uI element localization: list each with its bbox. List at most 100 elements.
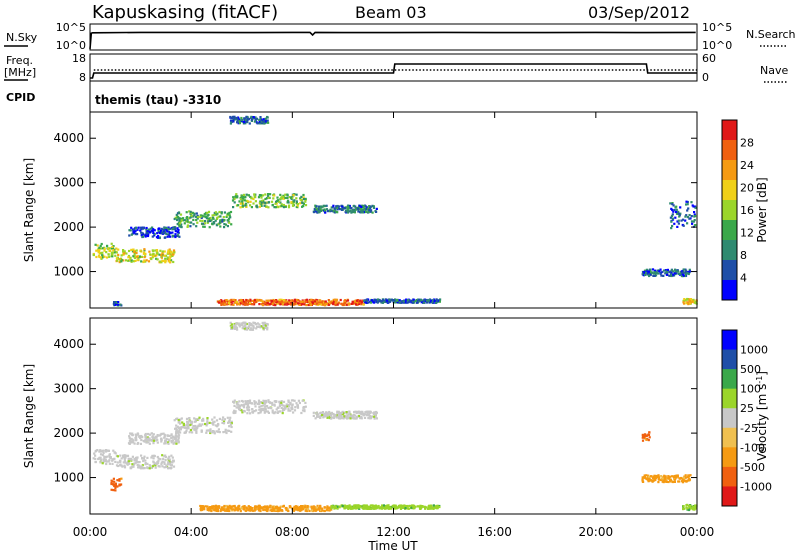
scatter-cell [285, 508, 288, 511]
scatter-cell [95, 255, 98, 259]
scatter-cell [684, 215, 687, 218]
colorbar-segment [722, 427, 737, 448]
scatter-cell [676, 270, 680, 273]
scatter-cell [286, 302, 289, 305]
scatter-cell [310, 506, 313, 509]
scatter-cell [240, 507, 243, 510]
scatter-cell [222, 416, 225, 419]
scatter-cell [325, 411, 328, 414]
scatter-cell [363, 300, 366, 303]
scatter-cell [226, 509, 229, 512]
scatter-cell [212, 423, 215, 426]
scatter-cell [169, 255, 172, 258]
scatter-cell [340, 416, 343, 420]
scatter-cell [242, 321, 245, 324]
scatter-cell [438, 300, 441, 303]
scatter-cell [155, 250, 159, 253]
scatter-cell [672, 270, 675, 273]
scatter-cell [324, 300, 327, 303]
velocity-colorbar-label-sup: -1 [755, 376, 764, 384]
scatter-cell [247, 406, 251, 409]
scatter-cell [689, 474, 692, 477]
scatter-cell [671, 224, 674, 228]
scatter-cell [194, 215, 198, 218]
x-tick-label: 04:00 [174, 525, 209, 539]
scatter-cell [388, 506, 391, 509]
scatter-cell [422, 301, 425, 304]
scatter-cell [294, 406, 297, 409]
scatter-cell [282, 196, 285, 199]
scatter-cell [108, 462, 111, 465]
scatter-cell [241, 200, 244, 203]
velocity-colorbar-label: Velocity [m s-1] [755, 371, 769, 461]
scatter-cell [653, 269, 657, 272]
scatter-cell [675, 205, 678, 208]
scatter-cell [189, 429, 193, 432]
scatter-cell [172, 435, 175, 438]
scatter-cell [247, 299, 250, 302]
scatter-cell [114, 303, 117, 306]
scatter-cell [320, 301, 323, 304]
scatter-cell [374, 413, 377, 416]
noise-right-tick-top: 10^5 [702, 21, 732, 34]
scatter-cell [176, 223, 179, 226]
scatter-cell [326, 413, 329, 416]
scatter-cell [242, 409, 245, 413]
scatter-cell [354, 414, 357, 417]
scatter-cell [245, 400, 248, 404]
scatter-cell [291, 399, 295, 402]
scatter-cell [690, 201, 693, 204]
scatter-cell [682, 478, 685, 481]
scatter-cell [138, 435, 141, 438]
scatter-cell [265, 405, 268, 408]
scatter-cell [169, 251, 172, 254]
y-tick-label: 1000 [53, 265, 84, 279]
scatter-cell [687, 479, 690, 482]
scatter-cell [284, 205, 287, 208]
scatter-cell [236, 120, 239, 123]
scatter-cell [173, 419, 176, 422]
scatter-cell [179, 431, 182, 434]
scatter-cell [669, 479, 672, 482]
scatter-cell [278, 410, 281, 413]
scatter-cell [162, 457, 165, 460]
scatter-cell [432, 299, 435, 302]
scatter-cell [136, 258, 139, 261]
scatter-cell [316, 415, 319, 418]
scatter-cell [217, 423, 220, 426]
scatter-cell [94, 454, 97, 457]
scatter-cell [268, 303, 271, 306]
scatter-cell [688, 478, 691, 481]
scatter-cell [236, 403, 239, 406]
scatter-cell [92, 253, 95, 257]
scatter-cell [260, 325, 263, 328]
scatter-cell [250, 322, 253, 325]
scatter-cell [319, 411, 322, 415]
scatter-cell [234, 506, 237, 509]
scatter-cell [336, 303, 339, 306]
x-tick-label: 00:00 [73, 525, 108, 539]
scatter-cell [240, 195, 243, 198]
scatter-cell [414, 505, 417, 508]
scatter-cell [429, 300, 432, 303]
scatter-cell [217, 428, 220, 431]
scatter-cell [367, 207, 370, 210]
scatter-cell [160, 438, 163, 441]
scatter-cell [245, 199, 248, 202]
scatter-cell [112, 483, 115, 486]
scatter-cell [286, 507, 289, 510]
scatter-cell [188, 420, 191, 423]
scatter-cell [280, 406, 283, 409]
scatter-cell [258, 408, 261, 411]
scatter-cell [647, 475, 650, 478]
scatter-cell [249, 327, 253, 330]
velocity-frame [89, 317, 698, 515]
scatter-cell [274, 299, 277, 302]
scatter-cell [356, 410, 359, 413]
scatter-cell [272, 301, 275, 304]
scatter-cell [246, 327, 249, 330]
scatter-cell [172, 260, 175, 264]
scatter-cell [111, 245, 114, 248]
scatter-cell [304, 197, 307, 200]
scatter-cell [243, 193, 246, 196]
